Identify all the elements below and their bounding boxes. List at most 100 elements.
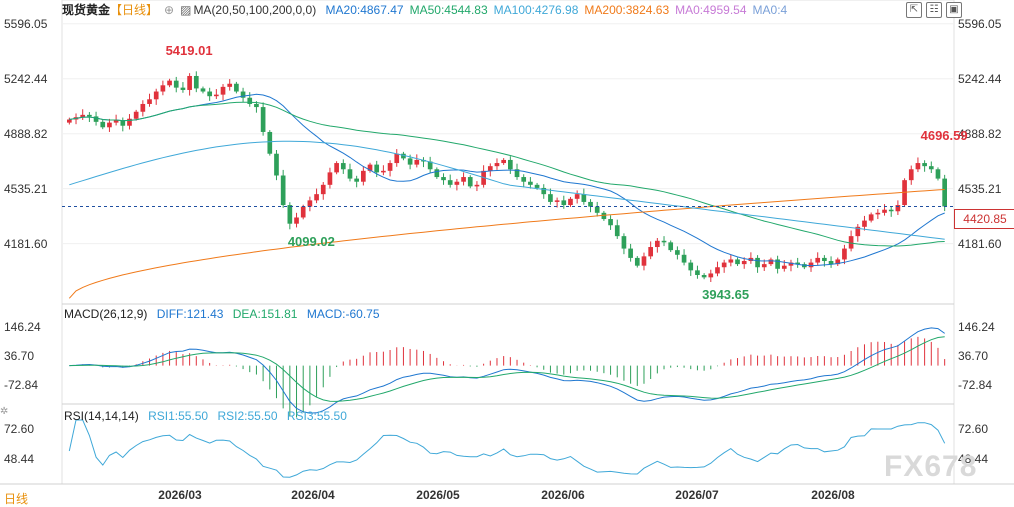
period-label: 【日线】 bbox=[110, 3, 159, 17]
candle-body bbox=[394, 153, 400, 164]
macd-y-tick-1-axis-left: 36.70 bbox=[4, 348, 35, 363]
candle-body bbox=[487, 166, 493, 171]
candle-body bbox=[655, 240, 660, 248]
candle-body bbox=[508, 159, 513, 170]
price-y-tick-4-axis-right: 4181.60 bbox=[958, 236, 1002, 251]
candle-body bbox=[855, 226, 861, 237]
candle-body bbox=[908, 169, 914, 181]
candle-body bbox=[160, 85, 166, 92]
ma20-line bbox=[69, 93, 945, 267]
fullscreen-icon[interactable]: ▣ bbox=[946, 2, 962, 18]
candle-body bbox=[120, 120, 126, 126]
candle-body bbox=[127, 118, 132, 126]
candle-body bbox=[574, 194, 580, 199]
candle-body bbox=[220, 86, 226, 95]
candle-body bbox=[521, 177, 527, 182]
candle-body bbox=[227, 83, 233, 87]
line-chart-icon[interactable]: ▨ bbox=[180, 3, 192, 17]
candle-body bbox=[715, 267, 720, 274]
x-tick-1: 2026/04 bbox=[291, 488, 335, 502]
candle-body bbox=[100, 121, 106, 128]
price-annotation-2: 3943.65 bbox=[702, 287, 750, 303]
candle-body bbox=[915, 163, 921, 170]
candle-body bbox=[167, 80, 172, 86]
candle-body bbox=[294, 217, 299, 224]
candle-body bbox=[928, 166, 934, 170]
x-tick-2: 2026/05 bbox=[416, 488, 460, 502]
settings-icon[interactable]: ☷ bbox=[926, 2, 942, 18]
candle-body bbox=[628, 248, 633, 258]
candle-body bbox=[267, 131, 273, 154]
candle-body bbox=[848, 236, 854, 249]
price-y-tick-2-axis-left: 4888.82 bbox=[4, 126, 48, 141]
macd-value: MACD:-60.75 bbox=[306, 307, 380, 321]
candle-body bbox=[895, 205, 901, 212]
macd-y-tick-2-axis-right: -72.84 bbox=[958, 377, 993, 392]
candle-body bbox=[922, 163, 927, 167]
price-legend: 现货黄金【日线】 ⊕ ▨ MA(20,50,100,200,0,0) MA20:486… bbox=[62, 2, 799, 18]
candle-body bbox=[367, 164, 373, 171]
candle-body bbox=[501, 159, 506, 164]
price-y-tick-0-axis-right: 5596.05 bbox=[958, 16, 1002, 31]
candle-body bbox=[381, 170, 386, 173]
candle-body bbox=[300, 206, 306, 218]
candle-body bbox=[608, 219, 613, 226]
candle-body bbox=[875, 212, 881, 215]
x-tick-3: 2026/06 bbox=[541, 488, 585, 502]
ma-value-5: MA0:4 bbox=[752, 3, 788, 17]
candle-body bbox=[514, 169, 520, 178]
candle-body bbox=[888, 209, 894, 212]
candle-body bbox=[461, 177, 466, 182]
x-tick-4: 2026/07 bbox=[675, 488, 719, 502]
rsi-y-tick-0-axis-left: 72.60 bbox=[4, 422, 35, 437]
candle-body bbox=[193, 75, 199, 89]
ma-values: MA20:4867.47 MA50:4544.83 MA100:4276.98 MA2… bbox=[326, 3, 794, 17]
candle-body bbox=[641, 256, 647, 266]
watermark: FX678 bbox=[884, 450, 978, 483]
candle-body bbox=[80, 114, 86, 118]
candle-body bbox=[280, 175, 286, 206]
candle-body bbox=[234, 83, 239, 92]
candle-body bbox=[354, 178, 359, 182]
macd-y-tick-0-axis-right: 146.24 bbox=[958, 319, 995, 334]
rsi-y-tick-0-axis-right: 72.60 bbox=[958, 422, 989, 437]
candle-body bbox=[528, 181, 533, 185]
rsi-y-tick-1-axis-left: 48.44 bbox=[4, 452, 35, 467]
candle-body bbox=[401, 153, 406, 159]
rsi-y-tick-1-axis-right: 48.44 bbox=[958, 452, 989, 467]
candle-body bbox=[374, 164, 380, 173]
price-y-tick-3-axis-right: 4535.21 bbox=[958, 181, 1002, 196]
candle-body bbox=[868, 214, 874, 221]
candle-body bbox=[287, 205, 293, 224]
candle-body bbox=[434, 169, 440, 178]
candle-body bbox=[474, 184, 480, 187]
price-y-tick-4-axis-left: 4181.60 bbox=[4, 236, 48, 251]
candle-body bbox=[427, 161, 433, 170]
macd-y-tick-1-axis-right: 36.70 bbox=[958, 348, 989, 363]
candle-body bbox=[701, 275, 707, 278]
macd-y-tick-0-axis-left: 146.24 bbox=[4, 319, 41, 334]
gear-icon[interactable]: ⊕ bbox=[164, 3, 175, 17]
macd-dea-line bbox=[69, 336, 945, 402]
candle-body bbox=[581, 194, 587, 202]
candle-body bbox=[695, 270, 700, 276]
price-y-tick-1-axis-right: 5242.44 bbox=[958, 71, 1002, 86]
candle-body bbox=[815, 257, 821, 263]
ma-value-0: MA20:4867.47 bbox=[325, 3, 404, 17]
candle-body bbox=[621, 236, 627, 249]
candle-body bbox=[735, 259, 740, 265]
candle-body bbox=[835, 259, 841, 265]
candle-body bbox=[561, 200, 567, 206]
macd-legend: MACD(26,12,9) DIFF:121.43 DEA:151.81 MAC… bbox=[64, 306, 386, 322]
period-button[interactable]: 日线 bbox=[4, 492, 29, 506]
candle-body bbox=[274, 153, 279, 176]
candle-body bbox=[781, 265, 787, 269]
x-tick-5: 2026/08 bbox=[811, 488, 855, 502]
ma-label: MA(20,50,100,200,0,0) bbox=[193, 3, 317, 17]
candle-body bbox=[795, 262, 800, 265]
price-y-tick-0-axis-left: 5596.05 bbox=[4, 16, 48, 31]
settings-small-icon[interactable]: ✲ bbox=[0, 406, 9, 417]
expand-icon[interactable]: ⇱ bbox=[906, 2, 922, 18]
